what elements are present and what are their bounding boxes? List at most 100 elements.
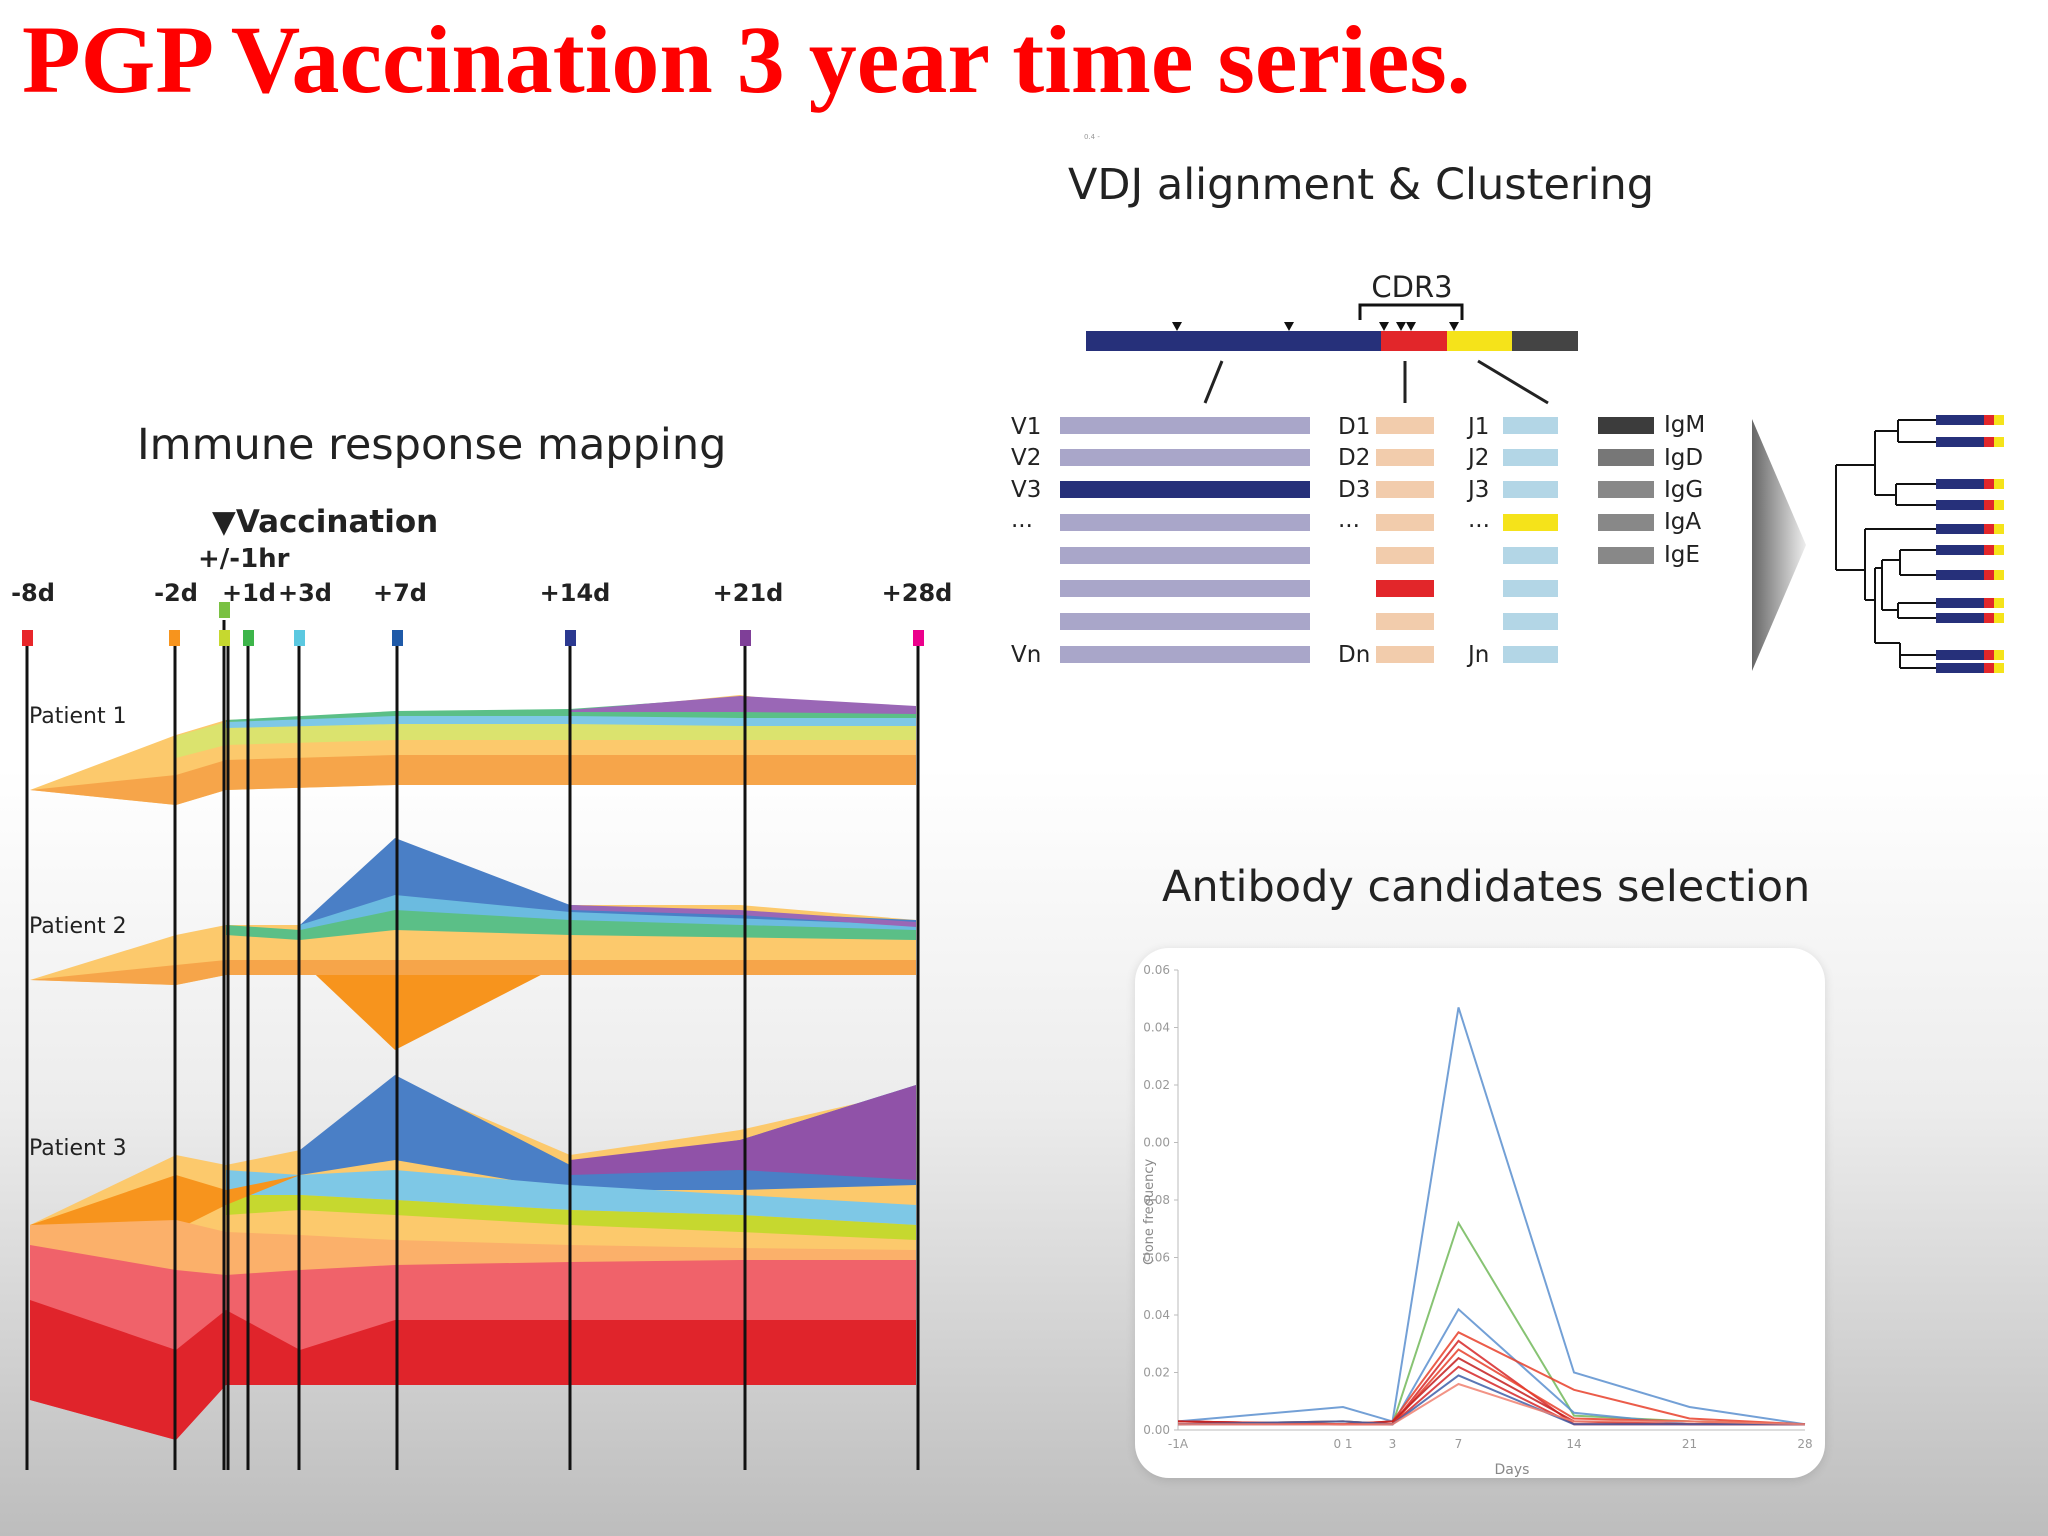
timepoint-label: +3d	[278, 579, 332, 607]
v-gene-bar	[1060, 580, 1310, 597]
d-label: D1	[1338, 414, 1370, 440]
mutation-marker	[1449, 322, 1459, 331]
patient-label: Patient 1	[29, 704, 127, 729]
j-label: J3	[1466, 477, 1489, 503]
v-label: V3	[1011, 477, 1041, 503]
isotype-label: IgG	[1664, 477, 1703, 503]
isotype-bar	[1598, 514, 1654, 531]
clustering-dendrogram	[1835, 419, 1936, 669]
timepoint-marker	[740, 630, 751, 646]
timepoint-markers	[22, 602, 924, 646]
isotype-label: IgM	[1664, 412, 1705, 438]
v-gene-bar	[1060, 514, 1310, 531]
antibody-chart-panel	[1135, 948, 1825, 1478]
clone-sequences	[1936, 415, 2004, 673]
v-gene-bar	[1060, 481, 1310, 498]
j-gene-bar	[1503, 613, 1558, 630]
timepoint-marker	[243, 630, 254, 646]
timepoint-labels: -8d -2d +1d +3d +7d +14d +21d +28d	[11, 579, 952, 607]
v-label: V1	[1011, 414, 1041, 440]
vdj-section-title: VDJ alignment & Clustering	[1068, 160, 1655, 210]
v-connector	[1203, 360, 1224, 404]
y-tick-label: 0.08	[1143, 1193, 1170, 1207]
x-tick-label: 14	[1566, 1437, 1581, 1451]
x-tick-label: -1A	[1168, 1437, 1189, 1451]
clone-frequency-line	[1177, 1374, 1805, 1426]
y-tick-label: 0.04	[1143, 1021, 1170, 1035]
cdr3-label: CDR3	[1371, 270, 1452, 304]
mutation-marker	[1379, 322, 1389, 331]
ref-c-segment	[1512, 331, 1578, 351]
j-label: ...	[1468, 507, 1490, 533]
timepoint-lines	[25, 620, 920, 1470]
d-label: D3	[1338, 477, 1370, 503]
j-label: J2	[1466, 445, 1489, 471]
x-axis-label: Days	[1495, 1462, 1530, 1478]
y-tick-label: 0.02	[1143, 1078, 1170, 1092]
timepoint-marker	[294, 630, 305, 646]
clustering-arrow	[1752, 419, 1806, 671]
x-tick-label: 3	[1389, 1437, 1397, 1451]
v-label: ...	[1011, 507, 1033, 533]
d-label: ...	[1338, 507, 1360, 533]
j-label: Jn	[1466, 642, 1489, 668]
j-gene-column: J1 J2 J3 ... Jn	[1466, 414, 1558, 668]
j-gene-bar	[1503, 417, 1558, 434]
d-label: D2	[1338, 445, 1370, 471]
clone-frequency-line	[1178, 1307, 1805, 1426]
antibody-section-title: Antibody candidates selection	[1162, 862, 1811, 912]
d-gene-bar	[1376, 580, 1434, 597]
y-tick-label: 0.00	[1143, 1423, 1170, 1437]
d-gene-bar	[1376, 613, 1434, 630]
v-gene-bar	[1060, 417, 1310, 434]
timepoint-marker	[392, 630, 403, 646]
patient-label: Patient 2	[29, 914, 127, 939]
isotype-label: IgA	[1664, 509, 1701, 535]
d-label: Dn	[1338, 642, 1370, 668]
timepoint-marker	[219, 602, 230, 618]
d-gene-bar	[1376, 417, 1434, 434]
mutation-marker	[1172, 322, 1182, 331]
v-gene-bar	[1060, 646, 1310, 663]
x-tick-label: 7	[1455, 1437, 1463, 1451]
ref-d-segment	[1381, 331, 1447, 351]
j-gene-bar	[1503, 547, 1558, 564]
isotype-bar	[1598, 449, 1654, 466]
chart-lines	[1177, 1007, 1806, 1426]
timepoint-label: +28d	[882, 579, 953, 607]
v-gene-bar	[1060, 547, 1310, 564]
mutation-marker	[1396, 322, 1406, 331]
timepoint-label: +1d	[222, 579, 276, 607]
j-gene-bar	[1503, 481, 1558, 498]
patient-label: Patient 3	[29, 1136, 127, 1161]
d-gene-bar	[1376, 547, 1434, 564]
v-gene-column: V1 V2 V3 ... Vn	[1011, 414, 1310, 668]
x-tick-label: 21	[1682, 1437, 1697, 1451]
timepoint-label: +7d	[373, 579, 427, 607]
timepoint-marker	[219, 630, 230, 646]
chart-axes: 0.060.040.020.000.080.060.040.020.00-1A 0…	[1143, 963, 1812, 1451]
x-tick-label: 0 1	[1333, 1437, 1352, 1451]
isotype-label: IgD	[1664, 445, 1703, 471]
j-gene-bar	[1503, 646, 1558, 663]
d-gene-column: D1 D2 D3 ... Dn	[1338, 414, 1434, 668]
v-gene-bar	[1060, 449, 1310, 466]
v-label: Vn	[1011, 642, 1041, 668]
y-tick-label: 0.00	[1143, 1136, 1170, 1150]
isotype-bar	[1598, 481, 1654, 498]
y-tick-label: 0.02	[1143, 1366, 1170, 1380]
j-gene-bar	[1503, 449, 1558, 466]
y-tick-label: 0.06	[1143, 963, 1170, 977]
mutation-marker	[1284, 322, 1294, 331]
clone-frequency-line	[1177, 1007, 1806, 1426]
ref-j-segment	[1447, 331, 1512, 351]
isotype-label: IgE	[1664, 542, 1700, 568]
mutation-marker	[1406, 322, 1416, 331]
timepoint-label: -8d	[11, 579, 55, 607]
timepoint-marker	[913, 630, 924, 646]
d-gene-bar	[1376, 514, 1434, 531]
vaccination-window-label: +/-1hr	[198, 544, 290, 574]
